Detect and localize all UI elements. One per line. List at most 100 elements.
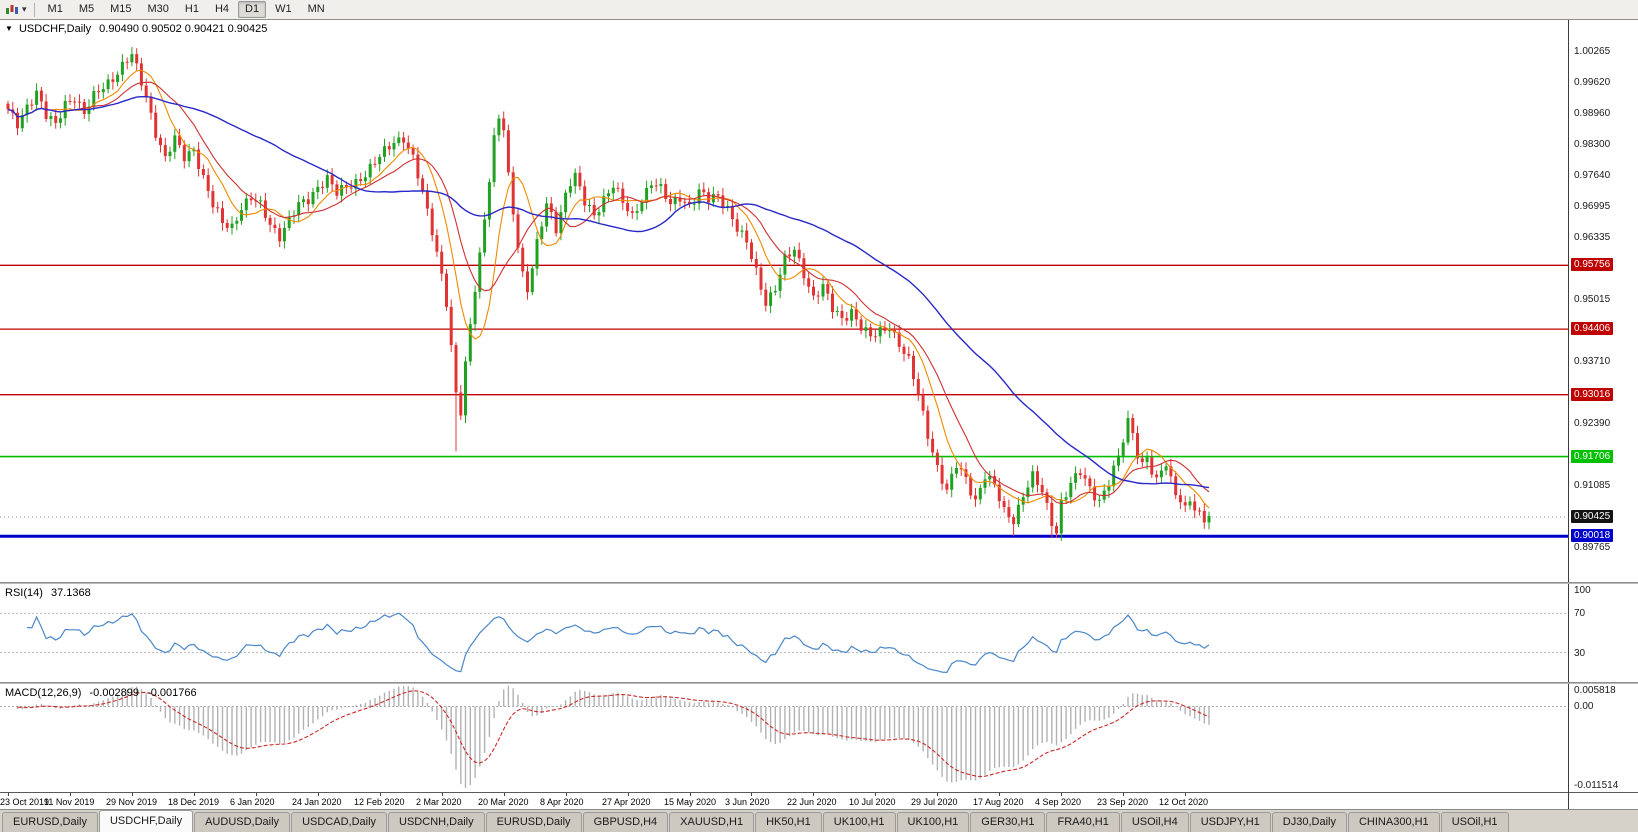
date-axis-tickmark: [504, 793, 505, 796]
macd-panel: MACD(12,26,9) -0.002899 -0.001766 0.0058…: [0, 684, 1638, 792]
price-axis-tick: 0.89765: [1574, 542, 1611, 554]
date-axis-label: 23 Oct 2019: [0, 797, 50, 807]
price-axis[interactable]: 1.00265 0.99620 0.98960 0.98300 0.97640 0.969…: [1568, 20, 1638, 582]
chart-tab-audusd-daily[interactable]: AUDUSD,Daily: [194, 812, 291, 832]
price-level-badge: 0.90018: [1571, 529, 1614, 543]
chart-collapse-icon[interactable]: ▼: [5, 24, 13, 33]
macd-canvas[interactable]: [0, 684, 1568, 792]
macd-plot: MACD(12,26,9) -0.002899 -0.001766: [0, 684, 1568, 792]
macd-header: MACD(12,26,9) -0.002899 -0.001766: [5, 687, 197, 699]
date-axis-label: 12 Feb 2020: [354, 797, 405, 807]
timeframe-button-m15[interactable]: M15: [110, 3, 132, 15]
timeframe-button-m1[interactable]: M1: [47, 3, 63, 15]
timeframe-button-h1[interactable]: H1: [184, 3, 199, 15]
date-axis-label: 20 Mar 2020: [478, 797, 529, 807]
rsi-canvas[interactable]: [0, 584, 1568, 682]
price-axis-tick: 1.00265: [1574, 46, 1611, 58]
rsi-axis-tick: 100: [1574, 585, 1591, 596]
price-axis-tick: 0.92390: [1574, 418, 1611, 430]
date-axis-tickmark: [690, 793, 691, 796]
chart-tab-usdcad-daily[interactable]: USDCAD,Daily: [291, 812, 388, 832]
price-axis-tick: 0.99620: [1574, 76, 1611, 88]
date-axis-label: 18 Dec 2019: [168, 797, 220, 807]
rsi-value: 37.1368: [50, 587, 91, 599]
chart-type-dropdown-icon[interactable]: ▾: [22, 4, 27, 14]
chart-ohlc-values: 0.90490 0.90502 0.90421 0.90425: [99, 23, 268, 35]
axis-corner: [1568, 792, 1638, 809]
chart-tab-usoil-h1[interactable]: USOil,H1: [1440, 812, 1509, 832]
date-axis-tickmark: [442, 793, 443, 796]
price-level-badge: 0.95756: [1571, 258, 1614, 272]
date-axis-tickmark: [813, 793, 814, 796]
date-axis-label: 29 Jul 2020: [911, 797, 958, 807]
timeframe-button-w1[interactable]: W1: [275, 3, 292, 15]
date-axis-tickmark: [751, 793, 752, 796]
date-axis-label: 8 Apr 2020: [540, 797, 584, 807]
macd-panel-splitter[interactable]: [0, 682, 1638, 684]
date-axis-label: 2 Mar 2020: [416, 797, 462, 807]
chart-tab-hk50-h1[interactable]: HK50,H1: [755, 812, 822, 832]
date-axis-label: 10 Jul 2020: [849, 797, 896, 807]
date-axis-label: 29 Nov 2019: [106, 797, 158, 807]
chart-tab-ger30-h1[interactable]: GER30,H1: [970, 812, 1046, 832]
rsi-label: RSI(14): [5, 587, 43, 599]
price-level-badge: 0.93016: [1571, 387, 1614, 401]
timeframe-button-d1[interactable]: D1: [238, 1, 267, 18]
chart-tab-uk100-h1[interactable]: UK100,H1: [896, 812, 970, 832]
chart-tab-fra40-h1[interactable]: FRA40,H1: [1046, 812, 1120, 832]
timeframe-button-m30[interactable]: M30: [147, 3, 169, 15]
date-axis-tickmark: [1123, 793, 1124, 796]
chart-tab-eurusd-daily[interactable]: EURUSD,Daily: [485, 812, 582, 832]
chart-tab-usdjpy-h1[interactable]: USDJPY,H1: [1189, 812, 1271, 832]
candlestick-glyph: [6, 4, 18, 14]
date-axis-tickmark: [8, 793, 9, 796]
date-axis-label: 23 Sep 2020: [1097, 797, 1149, 807]
macd-value: -0.002899: [89, 687, 140, 699]
price-chart-plot: ▼ USDCHF,Daily 0.90490 0.90502 0.90421 0…: [0, 20, 1568, 582]
date-axis[interactable]: 23 Oct 2019 11 Nov 2019 29 Nov 2019 18 Dec …: [0, 792, 1568, 809]
price-level-badge: 0.91706: [1571, 449, 1614, 463]
timeframe-buttons-group: M1 M5 M15 M30 H1 H4 D1 W1 MN: [40, 1, 333, 18]
chart-tab-gbpusd-h4[interactable]: GBPUSD,H4: [582, 812, 669, 832]
chart-tab-eurusd-daily[interactable]: EURUSD,Daily: [2, 812, 98, 832]
chart-tab-xauusd-h1[interactable]: XAUUSD,H1: [669, 812, 755, 832]
date-axis-tickmark: [194, 793, 195, 796]
date-axis-label: 17 Aug 2020: [973, 797, 1024, 807]
price-axis-tick: 0.96335: [1574, 231, 1611, 243]
date-axis-tickmark: [380, 793, 381, 796]
date-axis-tickmark: [875, 793, 876, 796]
chart-tab-usdcnh-daily[interactable]: USDCNH,Daily: [388, 812, 485, 832]
price-chart-canvas[interactable]: [0, 20, 1568, 582]
chart-type-icon[interactable]: [5, 4, 19, 16]
rsi-axis[interactable]: 100 70 30: [1568, 584, 1638, 682]
price-level-badge: 0.94406: [1571, 322, 1614, 336]
date-axis-tickmark: [70, 793, 71, 796]
rsi-axis-tick: 30: [1574, 647, 1586, 659]
rsi-panel: RSI(14) 37.1368 100 70 30: [0, 584, 1638, 682]
chart-tab-china300-h1[interactable]: CHINA300,H1: [1347, 812, 1440, 832]
chart-tab-dj30-daily[interactable]: DJ30,Daily: [1271, 812, 1347, 832]
timeframe-button-mn[interactable]: MN: [307, 3, 325, 15]
rsi-panel-splitter[interactable]: [0, 582, 1638, 584]
chart-symbol-label: USDCHF,Daily: [18, 23, 92, 35]
chart-tabs-bar: EURUSD,Daily USDCHF,Daily AUDUSD,Daily USDC…: [0, 809, 1638, 832]
chart-title: ▼ USDCHF,Daily 0.90490 0.90502 0.90421 0…: [5, 23, 267, 35]
chart-tab-usdchf-daily[interactable]: USDCHF,Daily: [98, 810, 194, 832]
chart-tab-uk100-h1[interactable]: UK100,H1: [822, 812, 896, 832]
rsi-plot: RSI(14) 37.1368: [0, 584, 1568, 682]
date-axis-label: 15 May 2020: [664, 797, 717, 807]
price-axis-tick: 0.93710: [1574, 355, 1611, 367]
macd-axis[interactable]: 0.005818 0.00 -0.011514: [1568, 684, 1638, 792]
rsi-axis-tick: 70: [1574, 608, 1586, 620]
date-axis-label: 3 Jun 2020: [725, 797, 770, 807]
price-axis-tick: 0.97640: [1574, 170, 1611, 182]
timeframe-button-m5[interactable]: M5: [78, 3, 95, 15]
price-chart-panel: ▼ USDCHF,Daily 0.90490 0.90502 0.90421 0…: [0, 20, 1638, 582]
date-axis-tickmark: [937, 793, 938, 796]
timeframe-button-h4[interactable]: H4: [214, 3, 230, 15]
date-axis-tickmark: [318, 793, 319, 796]
date-axis-tickmark: [566, 793, 567, 796]
date-axis-label: 24 Jan 2020: [292, 797, 342, 807]
chart-tab-usoil-h4[interactable]: USOil,H4: [1120, 812, 1189, 832]
rsi-header: RSI(14) 37.1368: [5, 587, 91, 599]
